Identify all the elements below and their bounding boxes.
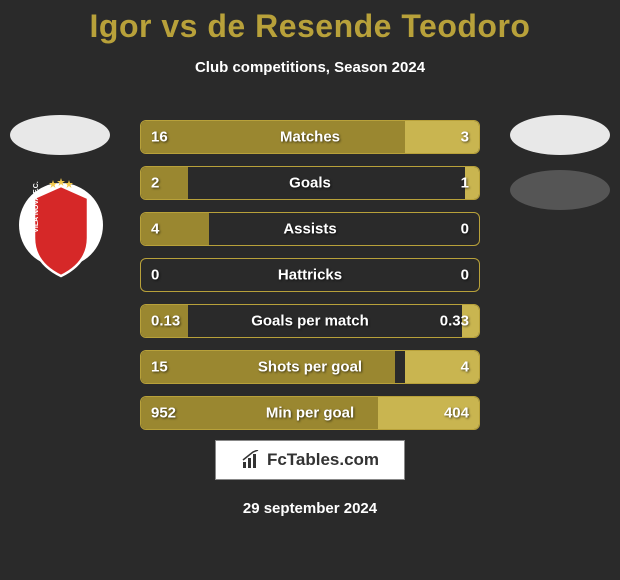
- stat-row: 4 0 Assists: [140, 212, 480, 246]
- subtitle: Club competitions, Season 2024: [0, 59, 620, 76]
- stat-value-left: 15: [151, 359, 168, 376]
- stat-value-left: 4: [151, 221, 159, 238]
- stat-label: Assists: [283, 221, 336, 238]
- player-badge-left: [10, 115, 110, 155]
- stat-value-right: 0: [461, 221, 469, 238]
- stat-row: 15 4 Shots per goal: [140, 350, 480, 384]
- stat-label: Min per goal: [266, 405, 354, 422]
- stat-value-left: 0.13: [151, 313, 180, 330]
- stat-value-right: 1: [461, 175, 469, 192]
- stat-row: 952 404 Min per goal: [140, 396, 480, 430]
- comparison-bars: 16 3 Matches 2 1 Goals 4 0 Assists 0 0 Hattricks 0.1…: [140, 120, 480, 442]
- stat-value-right: 0: [461, 267, 469, 284]
- stat-value-left: 16: [151, 129, 168, 146]
- stat-value-right: 404: [444, 405, 469, 422]
- stat-label: Goals per match: [251, 313, 369, 330]
- chart-icon: [241, 450, 261, 470]
- stat-label: Goals: [289, 175, 331, 192]
- brand-text: FcTables.com: [267, 450, 379, 470]
- date-label: 29 september 2024: [243, 500, 377, 517]
- stat-label: Hattricks: [278, 267, 342, 284]
- stat-label: Shots per goal: [258, 359, 362, 376]
- stat-value-right: 0.33: [440, 313, 469, 330]
- page-title: Igor vs de Resende Teodoro: [0, 0, 620, 45]
- stat-label: Matches: [280, 129, 340, 146]
- player-badge-right-secondary: [510, 170, 610, 210]
- brand-logo: FcTables.com: [215, 440, 405, 480]
- stat-row: 16 3 Matches: [140, 120, 480, 154]
- stat-row: 0 0 Hattricks: [140, 258, 480, 292]
- stat-value-right: 4: [461, 359, 469, 376]
- bar-fill-left: [141, 121, 405, 153]
- svg-text:VILA NOVA F.C.: VILA NOVA F.C.: [33, 181, 40, 233]
- stat-row: 2 1 Goals: [140, 166, 480, 200]
- club-crest-left: VILA NOVA F.C.: [18, 168, 104, 283]
- player-badge-right: [510, 115, 610, 155]
- stat-row: 0.13 0.33 Goals per match: [140, 304, 480, 338]
- stat-value-left: 952: [151, 405, 176, 422]
- stat-value-right: 3: [461, 129, 469, 146]
- stat-value-left: 2: [151, 175, 159, 192]
- stat-value-left: 0: [151, 267, 159, 284]
- bar-fill-left: [141, 167, 188, 199]
